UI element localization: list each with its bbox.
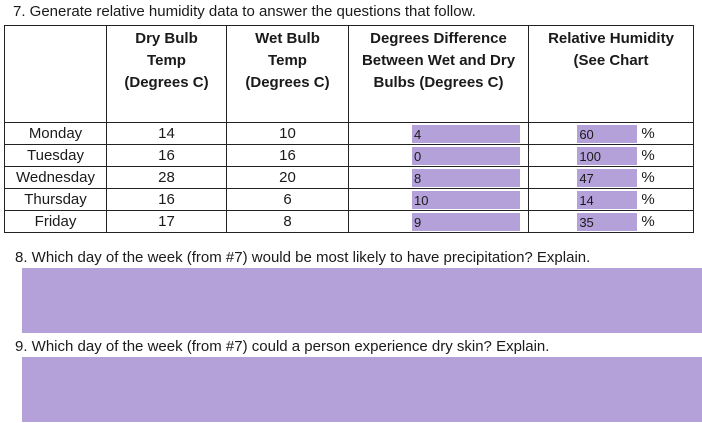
dry-bulb-cell: 28 xyxy=(106,166,227,189)
wet-bulb-cell: 20 xyxy=(226,166,349,189)
wet-bulb-cell: 6 xyxy=(226,188,349,211)
humidity-table: Dry Bulb Temp (Degrees C) Wet Bulb Temp … xyxy=(4,25,694,233)
difference-input[interactable]: 8 xyxy=(412,168,520,187)
table-row: Friday 17 8 9 35% xyxy=(4,210,694,233)
rh-cell: 47% xyxy=(528,166,694,189)
rh-input[interactable]: 47 xyxy=(577,168,638,187)
day-cell: Thursday xyxy=(4,188,107,211)
header-diff-line-3: Bulbs (Degrees C) xyxy=(373,74,504,91)
day-cell: Wednesday xyxy=(4,166,107,189)
table-row: Monday 14 10 4 60% xyxy=(4,122,694,145)
question-8: 8. Which day of the week (from #7) would… xyxy=(15,249,591,266)
header-wet-line-3: (Degrees C) xyxy=(245,74,330,91)
rh-cell: 35% xyxy=(528,210,694,233)
difference-input[interactable]: 0 xyxy=(412,146,520,165)
header-wet-line-2: Temp xyxy=(268,52,307,69)
rh-input[interactable]: 100 xyxy=(577,146,638,165)
difference-cell: 0 xyxy=(348,144,529,167)
wet-bulb-cell: 10 xyxy=(226,122,349,145)
header-wet-bulb: Wet Bulb Temp (Degrees C) xyxy=(226,25,349,123)
header-day xyxy=(4,25,107,123)
answer-8-box[interactable] xyxy=(22,268,702,333)
question-7: 7. Generate relative humidity data to an… xyxy=(13,3,476,20)
rh-cell: 60% xyxy=(528,122,694,145)
difference-cell: 4 xyxy=(348,122,529,145)
difference-input[interactable]: 9 xyxy=(412,212,520,231)
difference-input[interactable]: 10 xyxy=(412,190,520,209)
percent-label: % xyxy=(641,125,655,143)
rh-input[interactable]: 35 xyxy=(577,212,638,231)
answer-9-box[interactable] xyxy=(22,357,702,422)
header-relative-humidity: Relative Humidity (See Chart xyxy=(528,25,694,123)
wet-bulb-cell: 8 xyxy=(226,210,349,233)
header-dry-line-3: (Degrees C) xyxy=(124,74,209,91)
header-wet-line-1: Wet Bulb xyxy=(255,30,320,47)
header-row: Dry Bulb Temp (Degrees C) Wet Bulb Temp … xyxy=(4,25,694,123)
day-cell: Friday xyxy=(4,210,107,233)
wet-bulb-cell: 16 xyxy=(226,144,349,167)
day-cell: Tuesday xyxy=(4,144,107,167)
percent-label: % xyxy=(641,213,655,231)
header-diff-line-2: Between Wet and Dry xyxy=(361,52,516,69)
percent-label: % xyxy=(641,147,655,165)
header-rh-line-1: Relative Humidity xyxy=(548,30,674,47)
rh-cell: 100% xyxy=(528,144,694,167)
dry-bulb-cell: 17 xyxy=(106,210,227,233)
header-difference: Degrees Difference Between Wet and Dry B… xyxy=(348,25,529,123)
table-row: Tuesday 16 16 0 100% xyxy=(4,144,694,167)
difference-input[interactable]: 4 xyxy=(412,124,520,143)
header-dry-line-2: Temp xyxy=(147,52,186,69)
rh-input[interactable]: 60 xyxy=(577,124,638,143)
percent-label: % xyxy=(641,191,655,209)
dry-bulb-cell: 14 xyxy=(106,122,227,145)
rh-input[interactable]: 14 xyxy=(577,190,638,209)
difference-cell: 9 xyxy=(348,210,529,233)
header-diff-line-1: Degrees Difference xyxy=(370,30,507,47)
question-9: 9. Which day of the week (from #7) could… xyxy=(15,338,550,355)
header-dry-bulb: Dry Bulb Temp (Degrees C) xyxy=(106,25,227,123)
percent-label: % xyxy=(641,169,655,187)
difference-cell: 8 xyxy=(348,166,529,189)
table-row: Wednesday 28 20 8 47% xyxy=(4,166,694,189)
rh-cell: 14% xyxy=(528,188,694,211)
day-cell: Monday xyxy=(4,122,107,145)
difference-cell: 10 xyxy=(348,188,529,211)
table-row: Thursday 16 6 10 14% xyxy=(4,188,694,211)
header-rh-line-2: (See Chart xyxy=(573,52,649,69)
dry-bulb-cell: 16 xyxy=(106,188,227,211)
dry-bulb-cell: 16 xyxy=(106,144,227,167)
header-dry-line-1: Dry Bulb xyxy=(135,30,198,47)
